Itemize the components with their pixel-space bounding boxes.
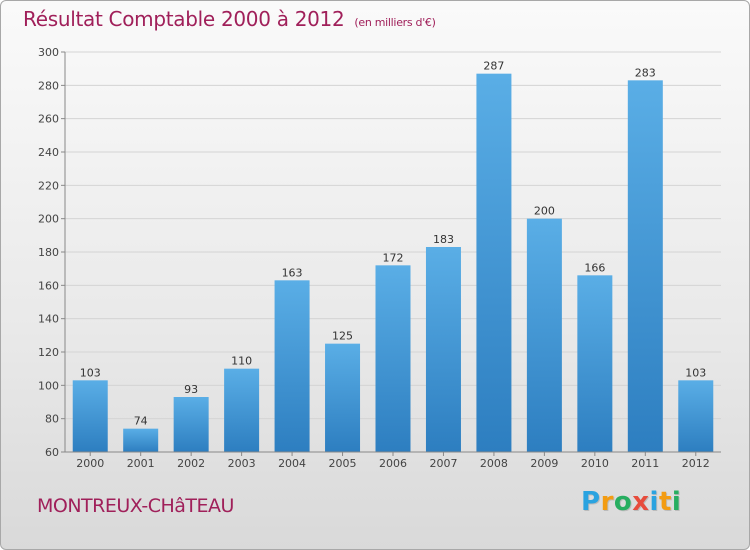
bar-2000 bbox=[72, 380, 108, 452]
proxiti-logo: Proxiti bbox=[581, 487, 681, 517]
x-tick-label: 2009 bbox=[530, 457, 558, 470]
logo-letter: x bbox=[632, 487, 650, 517]
bar-2012 bbox=[678, 380, 714, 452]
bar-2002 bbox=[173, 397, 209, 452]
bar-2006 bbox=[375, 265, 411, 452]
x-tick-label: 2008 bbox=[480, 457, 508, 470]
logo-letter: i bbox=[671, 487, 682, 517]
y-tick-label: 240 bbox=[38, 146, 59, 159]
logo-letter: r bbox=[600, 487, 614, 517]
x-tick-label: 2000 bbox=[76, 457, 104, 470]
bar-value-label: 74 bbox=[134, 415, 148, 428]
y-tick-label: 120 bbox=[38, 346, 59, 359]
bar-2005 bbox=[325, 343, 361, 452]
y-tick-label: 180 bbox=[38, 246, 59, 259]
chart-title-text: Résultat Comptable 2000 à 2012 bbox=[23, 7, 345, 31]
y-tick-label: 140 bbox=[38, 313, 59, 326]
chart-subtitle: (en milliers d'€) bbox=[354, 16, 436, 29]
bar-value-label: 166 bbox=[584, 261, 605, 274]
logo-letter: P bbox=[581, 487, 601, 517]
y-tick-label: 260 bbox=[38, 113, 59, 126]
logo-letter: t bbox=[658, 487, 672, 517]
x-tick-label: 2003 bbox=[228, 457, 256, 470]
y-tick-label: 60 bbox=[45, 446, 59, 459]
bar-value-label: 93 bbox=[184, 383, 198, 396]
x-tick-label: 2002 bbox=[177, 457, 205, 470]
x-tick-label: 2010 bbox=[581, 457, 609, 470]
bar-value-label: 172 bbox=[383, 251, 404, 264]
x-tick-label: 2012 bbox=[682, 457, 710, 470]
chart-title: Résultat Comptable 2000 à 2012 (en millie… bbox=[23, 7, 436, 31]
x-tick-label: 2001 bbox=[127, 457, 155, 470]
x-tick-label: 2005 bbox=[329, 457, 357, 470]
bar-value-label: 103 bbox=[80, 366, 101, 379]
y-tick-label: 300 bbox=[38, 46, 59, 59]
bar-value-label: 163 bbox=[282, 266, 303, 279]
bar-2010 bbox=[577, 275, 613, 452]
logo-letter: o bbox=[613, 487, 633, 517]
logo-letter: i bbox=[649, 487, 659, 517]
bar-2011 bbox=[627, 80, 663, 452]
y-tick-label: 220 bbox=[38, 179, 59, 192]
bar-2008 bbox=[476, 73, 512, 453]
bar-2007 bbox=[425, 247, 461, 452]
bar-2003 bbox=[224, 368, 260, 452]
bar-value-label: 283 bbox=[635, 66, 656, 79]
y-tick-label: 200 bbox=[38, 213, 59, 226]
x-tick-label: 2004 bbox=[278, 457, 306, 470]
x-tick-label: 2011 bbox=[631, 457, 659, 470]
y-tick-label: 280 bbox=[38, 79, 59, 92]
location-label: MONTREUX-CHâTEAU bbox=[37, 495, 234, 517]
x-tick-label: 2007 bbox=[429, 457, 457, 470]
bar-value-label: 103 bbox=[685, 366, 706, 379]
bar-2001 bbox=[123, 428, 159, 452]
bar-2009 bbox=[526, 218, 562, 452]
bar-2004 bbox=[274, 280, 310, 452]
y-tick-label: 100 bbox=[38, 379, 59, 392]
bar-value-label: 183 bbox=[433, 233, 454, 246]
bar-value-label: 200 bbox=[534, 205, 555, 218]
y-tick-label: 160 bbox=[38, 279, 59, 292]
bar-value-label: 110 bbox=[231, 355, 252, 368]
bar-value-label: 125 bbox=[332, 330, 353, 343]
y-tick-label: 80 bbox=[45, 413, 59, 426]
x-tick-label: 2006 bbox=[379, 457, 407, 470]
bar-value-label: 287 bbox=[483, 60, 504, 73]
